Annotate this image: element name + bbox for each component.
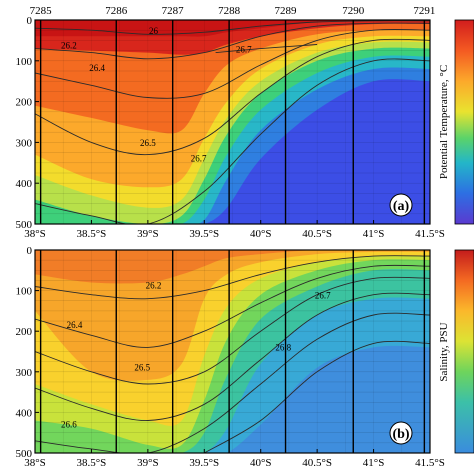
salinity-colorbar-ramp <box>454 249 474 454</box>
temperature-band-8 <box>35 79 430 224</box>
salinity-isopycnal-label-5: 26.8 <box>275 342 291 352</box>
salinity-ytick-label: 400 <box>16 407 33 419</box>
temperature-ytick-label: 100 <box>16 56 33 68</box>
salinity-ytick-label: 200 <box>16 326 33 338</box>
temperature-xtick-label: 39°S <box>137 228 159 240</box>
temperature-ytick-label: 300 <box>16 137 33 149</box>
salinity-xtick-label: 38.5°S <box>77 457 107 469</box>
temperature-panel-label: (a) <box>393 199 410 214</box>
salinity-field <box>35 250 430 453</box>
temperature-colorbar-label: Potential Temperature, °C <box>438 65 450 179</box>
salinity-isopycnal-1 <box>35 264 430 348</box>
salinity-xtick-label: 39°S <box>137 457 159 469</box>
station-labels: 7285 7286 7287 7288 7289 7290 7291 <box>30 5 436 17</box>
salinity-ytick-label: 100 <box>16 286 33 298</box>
salinity-frame <box>34 249 431 454</box>
temperature-station-lines <box>39 20 426 224</box>
temperature-isopycnal-5 <box>215 44 318 54</box>
temperature-colorbar: Potential Temperature, °C <box>438 19 474 225</box>
temperature-field <box>35 20 430 224</box>
salinity-isopycnal-label-4: 26.7 <box>315 290 331 300</box>
salinity-xtick-label: 39.5°S <box>189 457 219 469</box>
salinity-isopycnals: 26.2 26.4 26.5 26.6 26.7 26.8 <box>35 255 430 453</box>
temperature-isopycnal-2 <box>35 29 430 99</box>
salinity-isopycnal-label-1: 26.4 <box>67 320 83 330</box>
station-label: 7290 <box>342 5 365 17</box>
temperature-ytick-label: 500 <box>16 219 33 231</box>
salinity-xtick-label: 40.5°S <box>302 457 332 469</box>
salinity-isopycnal-label-3: 26.6 <box>61 420 77 430</box>
temperature-xtick-label: 40°S <box>250 228 272 240</box>
temperature-isopycnal-label-4: 26.7 <box>191 154 207 164</box>
station-label: 7287 <box>162 5 185 17</box>
temperature-grid <box>35 20 430 224</box>
salinity-panel-label: (b) <box>392 427 409 442</box>
temperature-isopycnal-label-1: 26.2 <box>61 40 77 50</box>
temperature-colorbar-ramp <box>454 19 474 225</box>
salinity-isopycnal-3 <box>35 292 430 421</box>
temperature-xtick-label: 40.5°S <box>302 228 332 240</box>
station-label: 7285 <box>30 5 53 17</box>
station-label: 7288 <box>218 5 241 17</box>
salinity-isopycnal-0 <box>35 255 430 300</box>
station-label: 7286 <box>105 5 128 17</box>
temperature-xtick-label: 39.5°S <box>189 228 219 240</box>
temperature-xtick-label: 38.5°S <box>77 228 107 240</box>
salinity-station-lines <box>39 250 426 453</box>
salinity-band-6 <box>35 345 430 453</box>
temperature-isopycnals: 26 26.2 26.4 26.5 26.7 26.7 <box>35 20 430 224</box>
salinity-isopycnal-label-0: 26.2 <box>146 281 162 291</box>
salinity-isopycnal-5 <box>204 340 430 453</box>
temperature-isopycnal-label-3: 26.5 <box>140 138 156 148</box>
temperature-xtick-label: 41°S <box>363 228 385 240</box>
salinity-ytick-label: 0 <box>27 245 33 257</box>
temperature-isopycnal-label-5: 26.7 <box>236 44 252 54</box>
temperature-panel-tag: (a) <box>389 193 413 217</box>
temperature-isopycnal-1 <box>35 22 430 60</box>
temperature-isopycnal-4 <box>35 58 430 224</box>
temperature-isopycnal-label-2: 26.4 <box>89 63 105 73</box>
temperature-xtick-label: 41.5°S <box>415 228 445 240</box>
temperature-frame <box>34 19 431 225</box>
salinity-panel: 26.2 26.4 26.5 26.6 26.7 26.8 0 100 200 300 400 50… <box>16 245 445 469</box>
salinity-panel-tag: (b) <box>389 421 413 445</box>
temperature-xtick-label: 38°S <box>24 228 46 240</box>
salinity-colorbar-label: Salinity, PSU <box>438 322 450 381</box>
temperature-isopycnal-3 <box>35 38 430 156</box>
salinity-ytick-label: 300 <box>16 367 33 379</box>
temperature-isopycnal-0 <box>35 20 430 35</box>
salinity-xtick-label: 41.5°S <box>415 457 445 469</box>
temperature-ytick-label: 200 <box>16 97 33 109</box>
salinity-xtick-label: 40°S <box>250 457 272 469</box>
temperature-ytick-label: 0 <box>27 15 33 27</box>
station-label: 7291 <box>413 5 435 17</box>
salinity-xtick-label: 38°S <box>24 457 46 469</box>
temperature-isopycnal-label-0: 26 <box>149 26 159 36</box>
salinity-colorbar: Salinity, PSU <box>438 249 474 454</box>
salinity-isopycnal-label-2: 26.5 <box>134 363 150 373</box>
salinity-isopycnal-4 <box>35 312 430 453</box>
temperature-ytick-label: 400 <box>16 178 33 190</box>
salinity-ytick-label: 500 <box>16 448 33 460</box>
salinity-grid <box>35 250 430 453</box>
salinity-xtick-label: 41°S <box>363 457 385 469</box>
salinity-isopycnal-2 <box>35 276 430 385</box>
station-label: 7289 <box>275 5 298 17</box>
